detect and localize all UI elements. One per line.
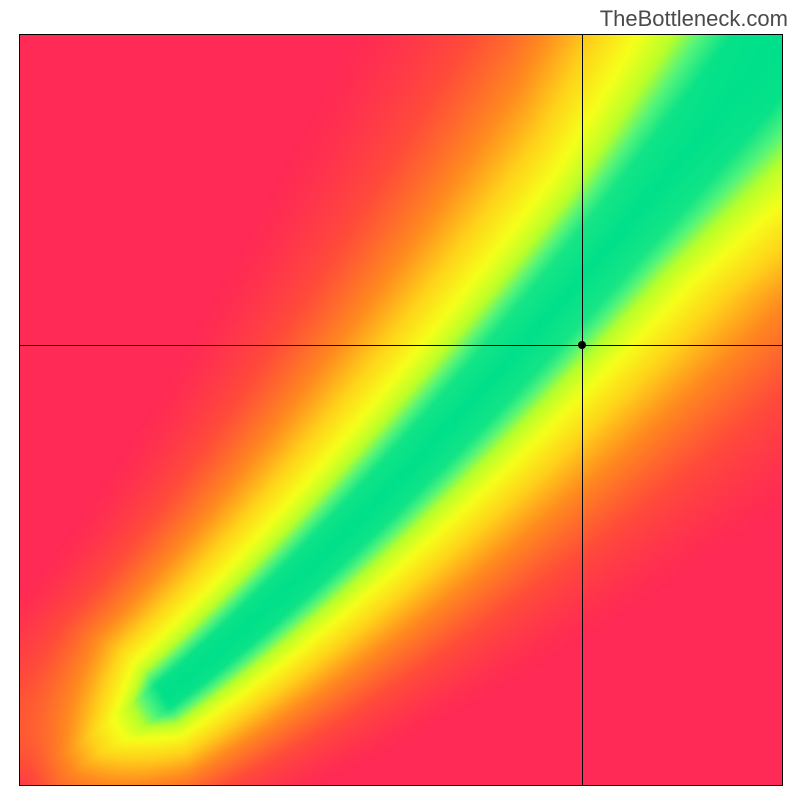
crosshair-horizontal: [20, 345, 782, 346]
chart-container: TheBottleneck.com: [0, 0, 800, 800]
crosshair-vertical: [582, 35, 583, 785]
plot-area: [19, 34, 783, 786]
crosshair-marker: [578, 341, 586, 349]
watermark-text: TheBottleneck.com: [600, 6, 788, 32]
heatmap-canvas: [20, 35, 782, 785]
